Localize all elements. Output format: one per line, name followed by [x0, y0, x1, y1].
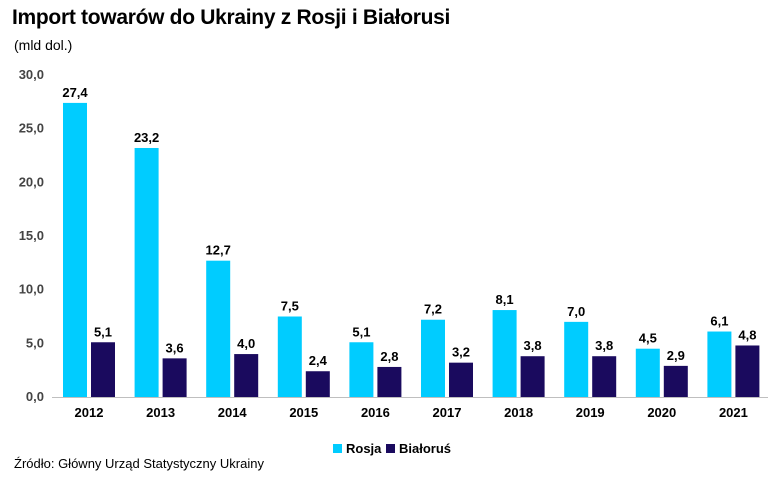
- legend-swatch: [333, 444, 342, 453]
- x-axis: 2012 2013 2014 2015 2016 2017 2018 2019 2020 2021: [52, 397, 768, 420]
- bar-rosja-2016: [349, 342, 374, 397]
- data-label: 8,1: [496, 292, 514, 307]
- x-tick-label: 2018: [504, 405, 533, 420]
- bar-bialorus-2013: [162, 358, 187, 397]
- bar-bialorus-2017: [449, 362, 473, 397]
- x-tick-label: 2019: [576, 405, 605, 420]
- y-tick-label: 25,0: [19, 121, 44, 136]
- bar-rosja-2020: [635, 348, 660, 397]
- data-label: 5,1: [352, 324, 370, 339]
- data-label: 4,5: [639, 331, 657, 346]
- bar-rosja-2013: [134, 147, 159, 397]
- x-tick-label: 2016: [361, 405, 390, 420]
- data-label: 2,9: [667, 348, 685, 363]
- bar-bialorus-2018: [520, 356, 545, 397]
- x-tick-label: 2013: [146, 405, 175, 420]
- data-label: 3,2: [452, 345, 470, 360]
- data-label: 3,8: [524, 338, 542, 353]
- data-label: 3,6: [166, 340, 184, 355]
- bar-bialorus-2019: [592, 356, 617, 397]
- y-axis: 0,0 5,0 10,0 15,0 20,0 25,0 30,0: [19, 67, 44, 404]
- bar-bialorus-2014: [234, 354, 259, 397]
- bar-rosja-2019: [564, 321, 589, 397]
- bar-bialorus-2021: [735, 345, 760, 397]
- bar-rosja-2012: [63, 102, 87, 397]
- data-label: 2,8: [380, 349, 398, 364]
- y-tick-label: 0,0: [26, 389, 44, 404]
- chart-subtitle: (mld dol.): [14, 37, 73, 53]
- data-label: 3,8: [595, 338, 613, 353]
- bar-rosja-2021: [707, 331, 732, 397]
- y-tick-label: 15,0: [19, 228, 44, 243]
- bar-bialorus-2020: [663, 365, 688, 397]
- data-label: 7,0: [567, 304, 585, 319]
- bar-rosja-2017: [421, 319, 445, 397]
- y-tick-label: 20,0: [19, 174, 44, 189]
- bars-group: [63, 102, 760, 397]
- data-label: 2,4: [309, 353, 328, 368]
- x-tick-label: 2017: [433, 405, 462, 420]
- data-label: 4,0: [237, 336, 255, 351]
- data-label: 4,8: [738, 327, 756, 342]
- source-note: Źródło: Główny Urząd Statystyczny Ukrain…: [14, 456, 264, 471]
- legend-swatch: [386, 444, 395, 453]
- data-label: 7,2: [424, 302, 442, 317]
- bar-rosja-2015: [277, 316, 302, 397]
- x-tick-label: 2012: [75, 405, 104, 420]
- bar-bialorus-2012: [91, 342, 115, 397]
- data-label: 6,1: [710, 314, 728, 329]
- data-label: 7,5: [281, 299, 299, 314]
- x-tick-label: 2020: [647, 405, 676, 420]
- y-tick-label: 30,0: [19, 67, 44, 82]
- y-tick-label: 5,0: [26, 335, 44, 350]
- chart-title: Import towarów do Ukrainy z Rosji i Biał…: [12, 6, 451, 29]
- bar-bialorus-2016: [377, 366, 402, 397]
- data-label: 27,4: [62, 85, 88, 100]
- data-label: 12,7: [206, 243, 231, 258]
- legend-label: Rosja: [346, 441, 382, 456]
- bar-bialorus-2015: [305, 371, 330, 397]
- data-labels-group: 27,4 5,1 23,2 3,6 12,7 4,0 7,5 2,4 5,1 2,8 7,2 3,2 8…: [62, 85, 756, 368]
- data-label: 5,1: [94, 324, 112, 339]
- x-tick-label: 2021: [719, 405, 748, 420]
- y-tick-label: 10,0: [19, 282, 44, 297]
- bar-rosja-2014: [206, 260, 231, 397]
- data-label: 23,2: [134, 130, 159, 145]
- legend-label: Białoruś: [399, 441, 451, 456]
- x-tick-label: 2015: [289, 405, 318, 420]
- x-tick-label: 2014: [218, 405, 248, 420]
- legend: Rosja Białoruś: [333, 441, 451, 456]
- bar-rosja-2018: [492, 310, 517, 397]
